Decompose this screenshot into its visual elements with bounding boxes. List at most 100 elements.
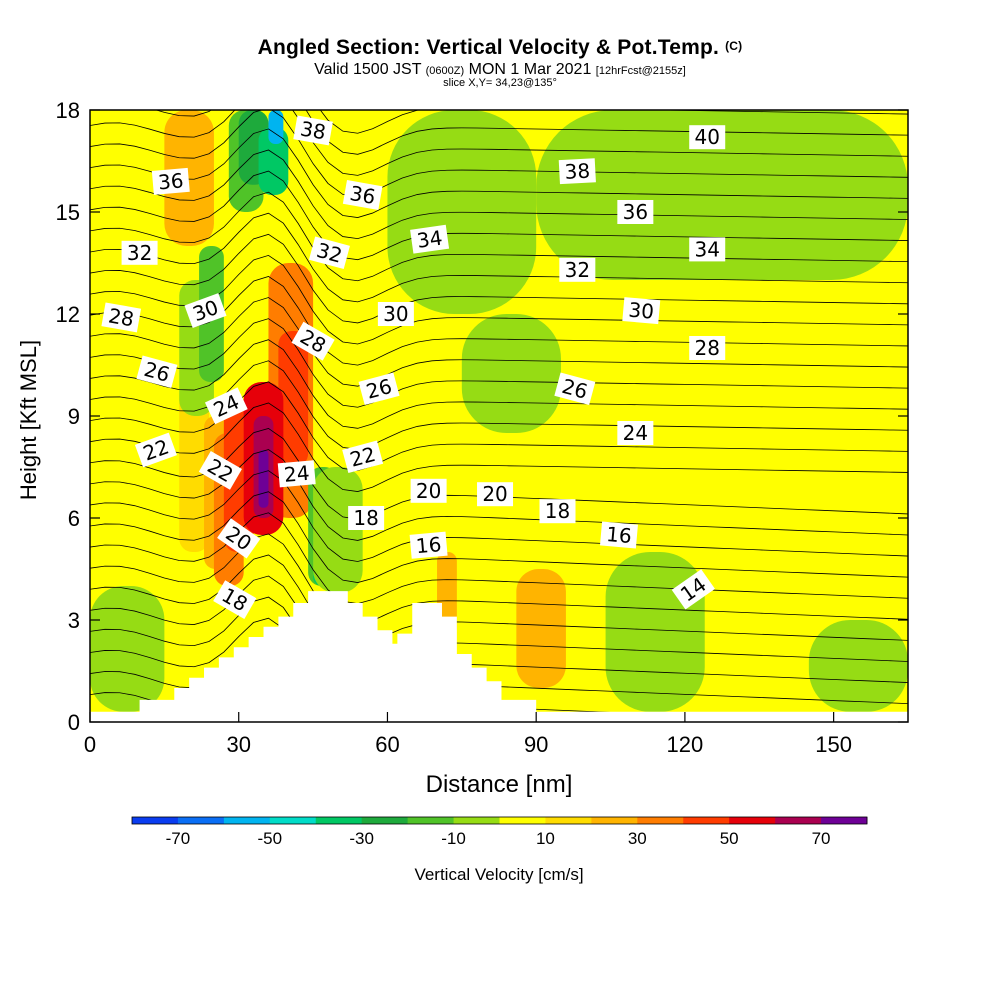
- x-tick-label: 90: [524, 732, 548, 757]
- y-axis-label: Height [Kft MSL]: [16, 340, 41, 500]
- theta-label-text: 24: [283, 461, 310, 487]
- isentrope-line: [90, 297, 908, 387]
- theta-label-bg: [539, 499, 576, 524]
- y-tick-label: 3: [68, 608, 80, 633]
- theta-label: 16: [599, 521, 638, 549]
- theta-label-text: 40: [694, 125, 719, 149]
- colorbar-swatch: [499, 817, 546, 824]
- colorbar-tick-label: -10: [441, 829, 466, 848]
- theta-label: 38: [558, 158, 596, 185]
- theta-label: 28: [101, 302, 142, 333]
- theta-label-bg: [277, 460, 316, 488]
- velocity-cell: [278, 331, 309, 467]
- plot-area: [90, 110, 908, 722]
- theta-label-bg: [689, 125, 726, 150]
- theta-label: 24: [277, 460, 316, 488]
- isentrope-line: [90, 491, 908, 583]
- theta-label: 20: [410, 478, 447, 503]
- theta-label-text: 18: [353, 506, 378, 530]
- colorbar-swatch: [223, 817, 271, 824]
- theta-label: 16: [409, 531, 448, 559]
- isentrope-line: [90, 276, 908, 366]
- theta-label-bg: [617, 200, 654, 224]
- valid-date: MON 1 Mar 2021: [468, 61, 592, 78]
- theta-label: 34: [689, 237, 726, 262]
- isentrope-line: [90, 233, 908, 324]
- chart-title-text: Angled Section: Vertical Velocity & Pot.…: [257, 36, 720, 59]
- theta-label: 38: [293, 115, 333, 146]
- theta-label-bg: [217, 518, 261, 559]
- isentrope-line: [90, 402, 908, 492]
- colorbar-tick-label: 10: [536, 829, 555, 848]
- theta-label-text: 36: [348, 181, 377, 209]
- theta-label: 34: [410, 224, 450, 254]
- x-axis-ticks: 0 30 60 90 120 150: [84, 712, 852, 757]
- forecast-label: [12hrFcst@2155z]: [595, 65, 686, 77]
- isentrope-line: [154, 110, 908, 155]
- theta-label-text: 24: [623, 421, 648, 445]
- velocity-cell: [179, 382, 209, 552]
- theta-label-text: 30: [383, 302, 408, 326]
- theta-label-bg: [689, 237, 726, 262]
- isentrope-line: [90, 212, 908, 303]
- theta-label-bg: [477, 482, 514, 507]
- theta-label-bg: [204, 387, 248, 425]
- theta-label: 36: [342, 180, 383, 210]
- isentrope-line: [90, 149, 908, 240]
- velocity-cell: [164, 110, 214, 246]
- x-tick-label: 60: [375, 732, 399, 757]
- isentrope-line: [90, 533, 908, 626]
- isentrope-line: [90, 170, 908, 261]
- theta-label-bg: [184, 293, 227, 329]
- slice-label: slice X,Y= 34,23@135°: [443, 77, 557, 89]
- theta-label-text: 36: [157, 168, 184, 194]
- velocity-cell: [258, 127, 289, 195]
- y-tick-label: 15: [56, 200, 80, 225]
- chart-title: Angled Section: Vertical Velocity & Pot.…: [0, 36, 1000, 60]
- theta-label-bg: [410, 224, 450, 254]
- colorbar: [131, 816, 868, 825]
- isentrope-line: [90, 128, 908, 218]
- valid-prefix: Valid 1500 JST: [314, 61, 422, 78]
- y-tick-label: 18: [56, 98, 80, 123]
- chart-title-tag: (C): [725, 39, 743, 53]
- x-tick-label: 150: [815, 732, 852, 757]
- colorbar-tick-label: -50: [258, 829, 283, 848]
- theta-label-text: 30: [628, 298, 655, 324]
- colorbar-swatch: [821, 817, 868, 824]
- theta-label-text: 34: [415, 226, 444, 253]
- theta-label-bg: [151, 167, 190, 195]
- colorbar-swatch: [177, 817, 225, 824]
- isentrope-line: [319, 110, 908, 134]
- theta-label: 22: [342, 440, 384, 474]
- colorbar-swatch: [269, 817, 317, 824]
- colorbar-swatch: [637, 817, 684, 824]
- theta-label-text: 16: [415, 532, 442, 558]
- theta-label: 30: [377, 302, 414, 326]
- theta-label: 28: [689, 336, 726, 360]
- y-tick-label: 9: [68, 404, 80, 429]
- theta-label-bg: [342, 180, 383, 210]
- isentrope-line: [90, 110, 908, 176]
- theta-label-bg: [291, 321, 335, 361]
- colorbar-tick-label: -70: [166, 829, 191, 848]
- theta-label-bg: [559, 257, 596, 282]
- theta-label-text: 36: [623, 200, 648, 224]
- theta-label: 32: [121, 240, 158, 265]
- velocity-cell: [605, 552, 705, 712]
- theta-label-bg: [213, 580, 257, 619]
- x-tick-label: 0: [84, 732, 96, 757]
- colorbar-swatch: [361, 817, 409, 824]
- velocity-cell: [313, 467, 363, 593]
- theta-label-bg: [409, 531, 448, 559]
- theta-label-text: 18: [545, 499, 570, 523]
- isentrope-line: [90, 254, 908, 345]
- colorbar-swatch: [683, 817, 730, 824]
- isentrope-line: [90, 470, 908, 562]
- valid-zulu: (0600Z): [425, 65, 465, 77]
- colorbar-label: Vertical Velocity [cm/s]: [414, 865, 583, 884]
- theta-label-text: 38: [564, 159, 591, 184]
- colorbar-frame: [131, 816, 868, 825]
- colorbar-swatch: [132, 817, 179, 824]
